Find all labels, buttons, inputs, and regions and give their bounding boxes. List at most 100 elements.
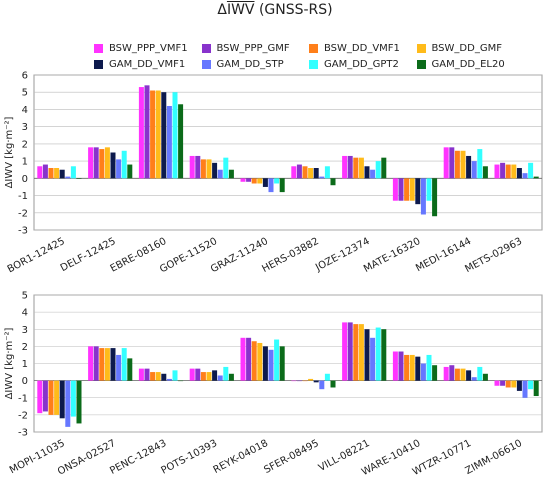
- bar: [70, 380, 76, 417]
- bar: [364, 329, 370, 381]
- y-tick-label: 0: [22, 376, 28, 387]
- bar: [121, 348, 127, 381]
- bar: [93, 346, 99, 381]
- bar: [358, 324, 364, 381]
- bar: [76, 380, 82, 424]
- bar: [460, 368, 466, 381]
- legend-item: GAM_DD_STP: [201, 59, 310, 70]
- bar: [76, 178, 82, 179]
- bar: [65, 380, 71, 427]
- bar: [409, 354, 415, 381]
- legend-label: GAM_DD_EL20: [431, 58, 505, 70]
- bar: [240, 337, 246, 381]
- bar: [432, 178, 438, 217]
- bar: [37, 166, 43, 179]
- bar: [189, 368, 195, 381]
- bar: [172, 92, 178, 179]
- bar: [375, 327, 381, 381]
- bar: [443, 147, 449, 179]
- legend-item: GAM_DD_GPT2: [309, 59, 417, 70]
- legend-label: BSW_PPP_VMF1: [109, 42, 188, 54]
- legend-swatch: [309, 43, 318, 53]
- bar: [200, 159, 206, 179]
- bar: [319, 176, 325, 179]
- y-tick-label: 0: [22, 174, 28, 185]
- bar: [296, 164, 302, 179]
- legend-item: GAM_DD_VMF1: [94, 59, 202, 70]
- bar: [48, 380, 54, 415]
- y-tick-label: 4: [22, 308, 28, 319]
- bar: [420, 363, 426, 381]
- bar: [477, 366, 483, 381]
- bar: [195, 155, 201, 179]
- bar: [302, 380, 308, 382]
- bar: [116, 159, 122, 179]
- bar: [212, 162, 218, 179]
- bar: [308, 168, 314, 179]
- bar: [398, 351, 404, 381]
- legend-row: GAM_DD_VMF1 GAM_DD_STP GAM_DD_GPT2 GAM_DD_E…: [94, 56, 524, 72]
- bar: [449, 147, 455, 179]
- title-suffix: (GNSS-RS): [254, 2, 333, 18]
- bar: [291, 380, 297, 382]
- bar: [228, 169, 234, 179]
- bar: [342, 322, 348, 381]
- bar: [150, 372, 156, 381]
- bar: [166, 106, 172, 179]
- bar: [494, 380, 500, 386]
- bar: [482, 166, 488, 179]
- bar: [347, 322, 353, 381]
- bar: [426, 178, 432, 201]
- bar: [516, 380, 522, 391]
- y-tick-label: 4: [22, 105, 28, 116]
- bar: [313, 380, 319, 383]
- bar: [223, 157, 229, 179]
- bar: [268, 178, 274, 193]
- bar: [93, 147, 99, 179]
- legend-swatch: [201, 59, 211, 69]
- bar: [155, 90, 161, 179]
- bar: [127, 164, 133, 179]
- bar: [460, 150, 466, 179]
- x-tick-label: ZIMM-06610: [464, 438, 524, 477]
- bar: [330, 380, 336, 388]
- bar: [178, 104, 184, 179]
- bar: [319, 380, 325, 390]
- bar: [223, 366, 229, 381]
- y-tick-label: -1: [18, 191, 28, 202]
- bar: [409, 178, 415, 201]
- bar: [381, 157, 387, 179]
- bar: [144, 85, 150, 179]
- bar: [110, 152, 116, 179]
- bar: [500, 380, 506, 386]
- bar: [505, 380, 511, 388]
- bar: [358, 157, 364, 179]
- bar: [291, 166, 297, 179]
- bar: [522, 173, 528, 179]
- x-tick-label: REYK-04018: [212, 438, 270, 476]
- bar: [65, 176, 71, 179]
- y-tick-label: 5: [22, 291, 28, 302]
- legend-item: BSW_DD_VMF1: [309, 43, 417, 54]
- bar: [353, 157, 359, 179]
- bar: [138, 87, 144, 179]
- bar: [466, 370, 472, 381]
- legend-swatch: [416, 43, 426, 53]
- bar: [240, 178, 246, 182]
- bar: [353, 324, 359, 381]
- bar: [88, 346, 94, 381]
- bar: [206, 372, 212, 381]
- x-tick-label: POTS-10393: [159, 438, 219, 477]
- bar: [268, 349, 274, 381]
- y-tick-label: 2: [22, 139, 28, 150]
- y-axis-label: ΔIWV [kg·m⁻²]: [4, 327, 15, 399]
- legend-swatch: [94, 59, 103, 69]
- bar: [471, 377, 477, 381]
- bar: [104, 348, 110, 381]
- bar: [228, 373, 234, 381]
- legend-label: BSW_PPP_GMF: [216, 42, 290, 54]
- bar: [347, 155, 353, 179]
- bar: [251, 178, 257, 184]
- bar: [404, 178, 410, 201]
